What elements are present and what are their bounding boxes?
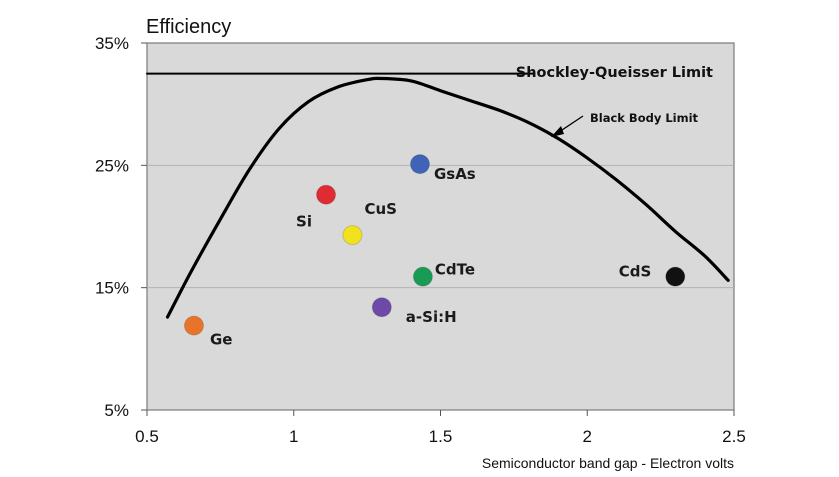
shockley-queisser-label: Shockley-Queisser Limit bbox=[516, 65, 713, 81]
y-tick-label: 35% bbox=[95, 34, 129, 53]
point-label-a-si-h: a-Si:H bbox=[406, 308, 457, 326]
point-label-cus: CuS bbox=[364, 200, 397, 218]
plot-area bbox=[146, 42, 735, 411]
y-tick-label: 25% bbox=[95, 156, 129, 175]
y-tick-labels: 5% 15% 25% 35% bbox=[95, 34, 129, 420]
gridlines bbox=[141, 42, 735, 416]
point-cds bbox=[665, 266, 686, 287]
point-cus bbox=[342, 225, 363, 246]
arrow-head bbox=[551, 126, 564, 137]
point-a-si-h bbox=[371, 297, 392, 318]
y-tick-label: 15% bbox=[95, 279, 129, 298]
black-body-label: Black Body Limit bbox=[590, 111, 699, 125]
black-body-limit-line bbox=[165, 76, 730, 319]
point-label-cds: CdS bbox=[619, 263, 652, 281]
point-label-ge: Ge bbox=[210, 331, 233, 349]
x-tick-label: 2.5 bbox=[722, 427, 746, 446]
point-ge bbox=[183, 315, 204, 336]
point-gsas bbox=[409, 154, 430, 175]
x-tick-label: 1 bbox=[289, 427, 298, 446]
y-axis-label: Efficiency bbox=[146, 16, 231, 38]
x-tick-label: 0.5 bbox=[135, 427, 159, 446]
point-si bbox=[316, 184, 337, 205]
y-tick-label: 5% bbox=[104, 401, 129, 420]
point-label-gsas: GsAs bbox=[434, 165, 476, 183]
x-axis-label: Semiconductor band gap - Electron volts bbox=[482, 455, 734, 471]
limit-curves bbox=[146, 72, 730, 319]
x-tick-labels: 0.5 1 1.5 2 2.5 bbox=[135, 427, 746, 446]
x-tick-label: 1.5 bbox=[429, 427, 453, 446]
data-points: Ge Si CuS GsAs CdTe a-Si:H CdS bbox=[183, 154, 686, 349]
black-body-arrow bbox=[551, 115, 584, 137]
x-tick-label: 2 bbox=[583, 427, 592, 446]
point-label-cdte: CdTe bbox=[435, 261, 475, 279]
point-label-si: Si bbox=[296, 213, 312, 231]
point-cdte bbox=[412, 266, 433, 287]
